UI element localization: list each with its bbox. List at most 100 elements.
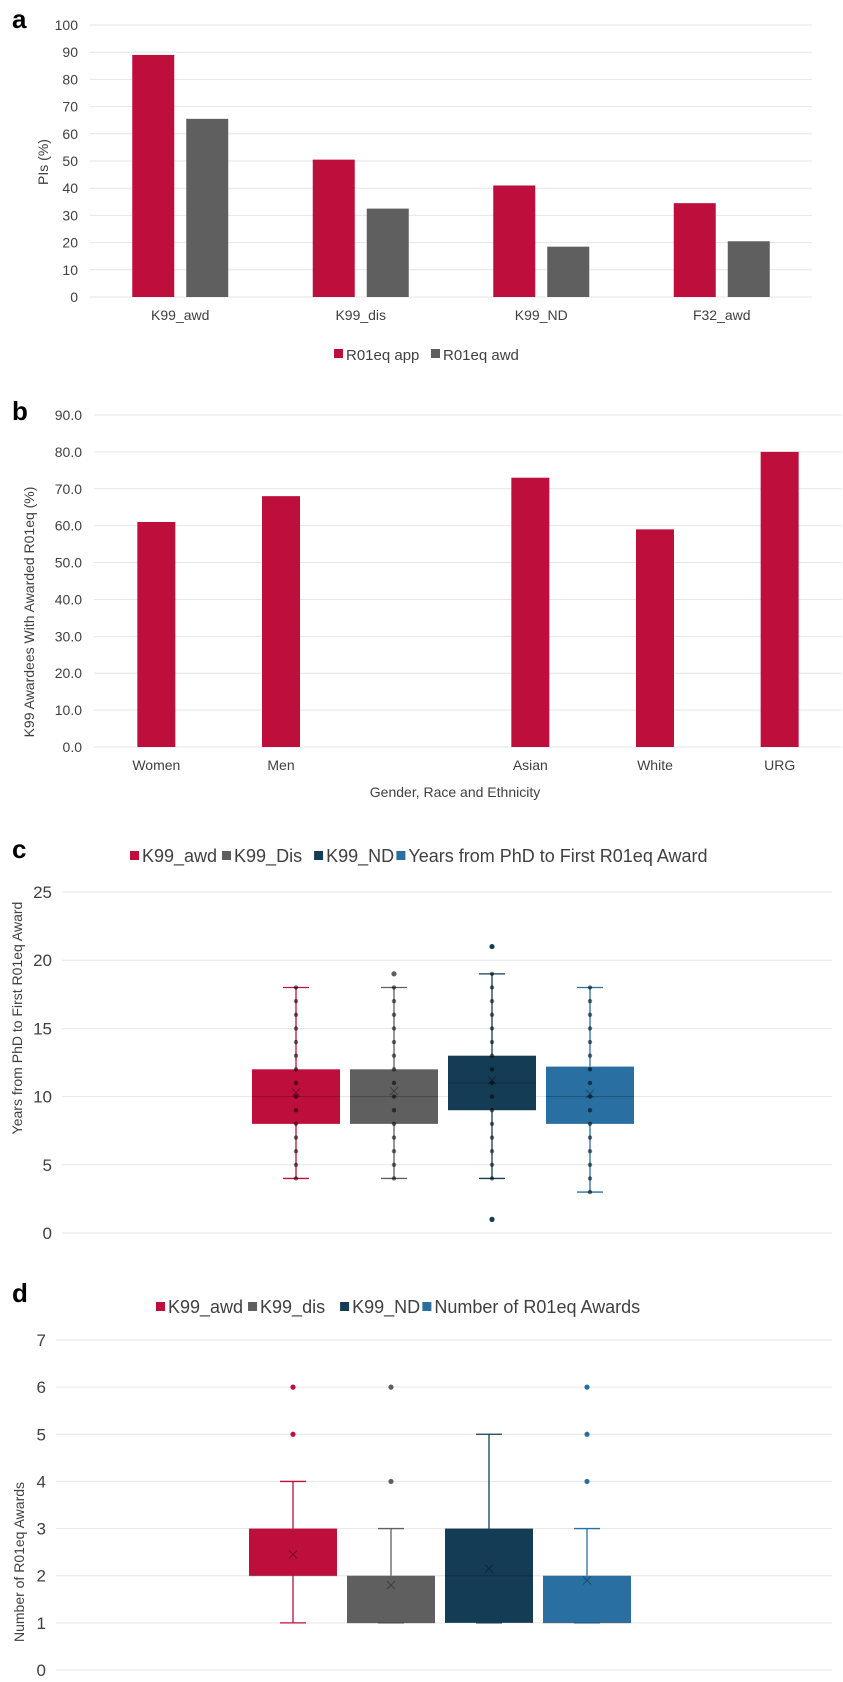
data-point	[489, 1176, 495, 1181]
mean-marker	[484, 1564, 494, 1573]
box-body	[347, 1575, 435, 1623]
data-point	[587, 1012, 593, 1017]
y-tick-label: 10	[33, 1088, 52, 1107]
data-point	[489, 1108, 495, 1113]
outlier-point	[489, 1216, 495, 1222]
outlier-point	[391, 971, 397, 977]
y-tick-label: 7	[37, 1331, 46, 1350]
y-tick-label: 1	[37, 1614, 46, 1633]
legend-label-years-from-phd-to-first-r01eq-award: Years from PhD to First R01eq Award	[408, 846, 707, 866]
outlier-point	[489, 943, 495, 950]
y-tick-label: 70	[62, 99, 78, 115]
y-tick-label: 30.0	[55, 628, 82, 644]
mean-marker	[386, 1580, 396, 1590]
y-tick-label: 100	[55, 17, 79, 33]
panel-b-y-axis-title: K99 Awardees With Awarded R01eq (%)	[21, 487, 37, 738]
y-tick-label: 20.0	[55, 665, 82, 681]
data-point	[489, 1121, 495, 1127]
y-tick-label: 3	[37, 1520, 46, 1539]
data-point	[489, 998, 495, 1004]
data-point	[293, 1080, 299, 1086]
panel-d-y-axis-title: Number of R01eq Awards	[11, 1482, 27, 1642]
data-point	[391, 1176, 397, 1181]
outlier-point	[388, 1478, 394, 1485]
legend-swatch-k99-nd	[340, 1302, 350, 1311]
data-point	[293, 1026, 299, 1031]
legend-swatch-number-of-r01eq-awards	[422, 1302, 432, 1311]
data-point	[293, 1094, 299, 1099]
bar-women	[137, 521, 176, 747]
data-point	[489, 1012, 495, 1017]
outlier-point	[584, 1431, 590, 1437]
legend-label-r01eq-awd: R01eq awd	[443, 347, 519, 364]
data-point	[489, 1067, 495, 1072]
x-tick-label-women: Women	[132, 757, 180, 773]
data-point	[293, 998, 299, 1004]
data-point	[489, 1053, 495, 1058]
legend-swatch-r01eq-awd	[431, 349, 440, 358]
data-point	[587, 1108, 593, 1113]
x-tick-label-white: White	[637, 757, 673, 773]
panel-c-chart: c K99_awd K99_Dis K99_ND Years from PhD to …	[9, 834, 832, 1243]
y-tick-label: 0	[37, 1661, 46, 1680]
outlier-point	[290, 1384, 296, 1390]
box-k99-nd	[448, 943, 536, 1222]
y-tick-label: 60.0	[55, 518, 82, 534]
data-point	[391, 998, 397, 1004]
bar-f32-awd-r01eq-app	[673, 203, 716, 297]
y-tick-label: 2	[37, 1567, 46, 1586]
panel-a-chart: a 0 10 20 30 40 50 60 70 80 90 100 K99_awd K99_dis K…	[12, 4, 812, 364]
y-tick-label: 50.0	[55, 555, 82, 571]
bar-k99-dis-r01eq-awd	[366, 208, 409, 297]
data-point	[391, 1026, 397, 1031]
panel-b-letter: b	[12, 396, 28, 426]
x-tick-label-f32-awd: F32_awd	[693, 307, 751, 323]
data-point	[489, 1094, 495, 1099]
y-tick-label: 40	[62, 180, 78, 196]
data-point	[587, 1026, 593, 1031]
legend-label-r01eq-app: R01eq app	[346, 347, 419, 364]
y-tick-label: 20	[62, 235, 78, 251]
y-tick-label: 70.0	[55, 481, 82, 497]
data-point	[587, 1094, 593, 1099]
legend-label-k99-awd: K99_awd	[142, 846, 217, 867]
data-point	[489, 1080, 495, 1086]
data-point	[587, 1053, 593, 1058]
legend-swatch-k99-nd	[314, 851, 324, 860]
data-point	[489, 1026, 495, 1031]
panel-c-y-axis-title: Years from PhD to First R01eq Award	[9, 902, 25, 1135]
y-tick-label: 4	[37, 1472, 46, 1491]
mean-marker	[288, 1550, 298, 1559]
outlier-point	[290, 1431, 296, 1437]
data-point	[391, 1121, 397, 1127]
bar-k99-awd-r01eq-app	[132, 54, 175, 297]
bar-k99-awd-r01eq-awd	[186, 118, 229, 297]
data-point	[391, 1135, 397, 1140]
y-tick-label: 10	[62, 262, 78, 278]
data-point	[587, 1080, 593, 1086]
data-point	[489, 971, 495, 977]
data-point	[587, 1176, 593, 1181]
y-tick-label: 50	[62, 153, 78, 169]
y-tick-label: 6	[37, 1378, 46, 1397]
x-tick-label-k99-dis: K99_dis	[335, 307, 386, 323]
data-point	[391, 1108, 397, 1113]
panel-d-legend: K99_awd K99_dis K99_ND Number of R01eq Awar…	[156, 1297, 640, 1318]
data-point	[489, 1135, 495, 1140]
data-point	[587, 985, 593, 990]
mean-marker	[487, 1075, 497, 1085]
data-point	[391, 1053, 397, 1058]
box-k99-awd	[252, 985, 340, 1181]
bar-urg	[760, 451, 799, 747]
legend-swatch-k99-awd	[156, 1302, 165, 1311]
bar-k99-nd-r01eq-app	[493, 185, 536, 297]
data-point	[587, 1148, 593, 1154]
bar-k99-nd-r01eq-awd	[547, 246, 590, 297]
box-body	[543, 1575, 631, 1623]
legend-label-number-of-r01eq-awards: Number of R01eq Awards	[434, 1297, 640, 1317]
y-tick-label: 0	[70, 289, 78, 305]
y-tick-label: 90.0	[55, 407, 82, 423]
legend-label-k99-awd: K99_awd	[168, 1297, 243, 1318]
legend-swatch-r01eq-app	[334, 349, 343, 358]
y-tick-label: 90	[62, 44, 78, 60]
